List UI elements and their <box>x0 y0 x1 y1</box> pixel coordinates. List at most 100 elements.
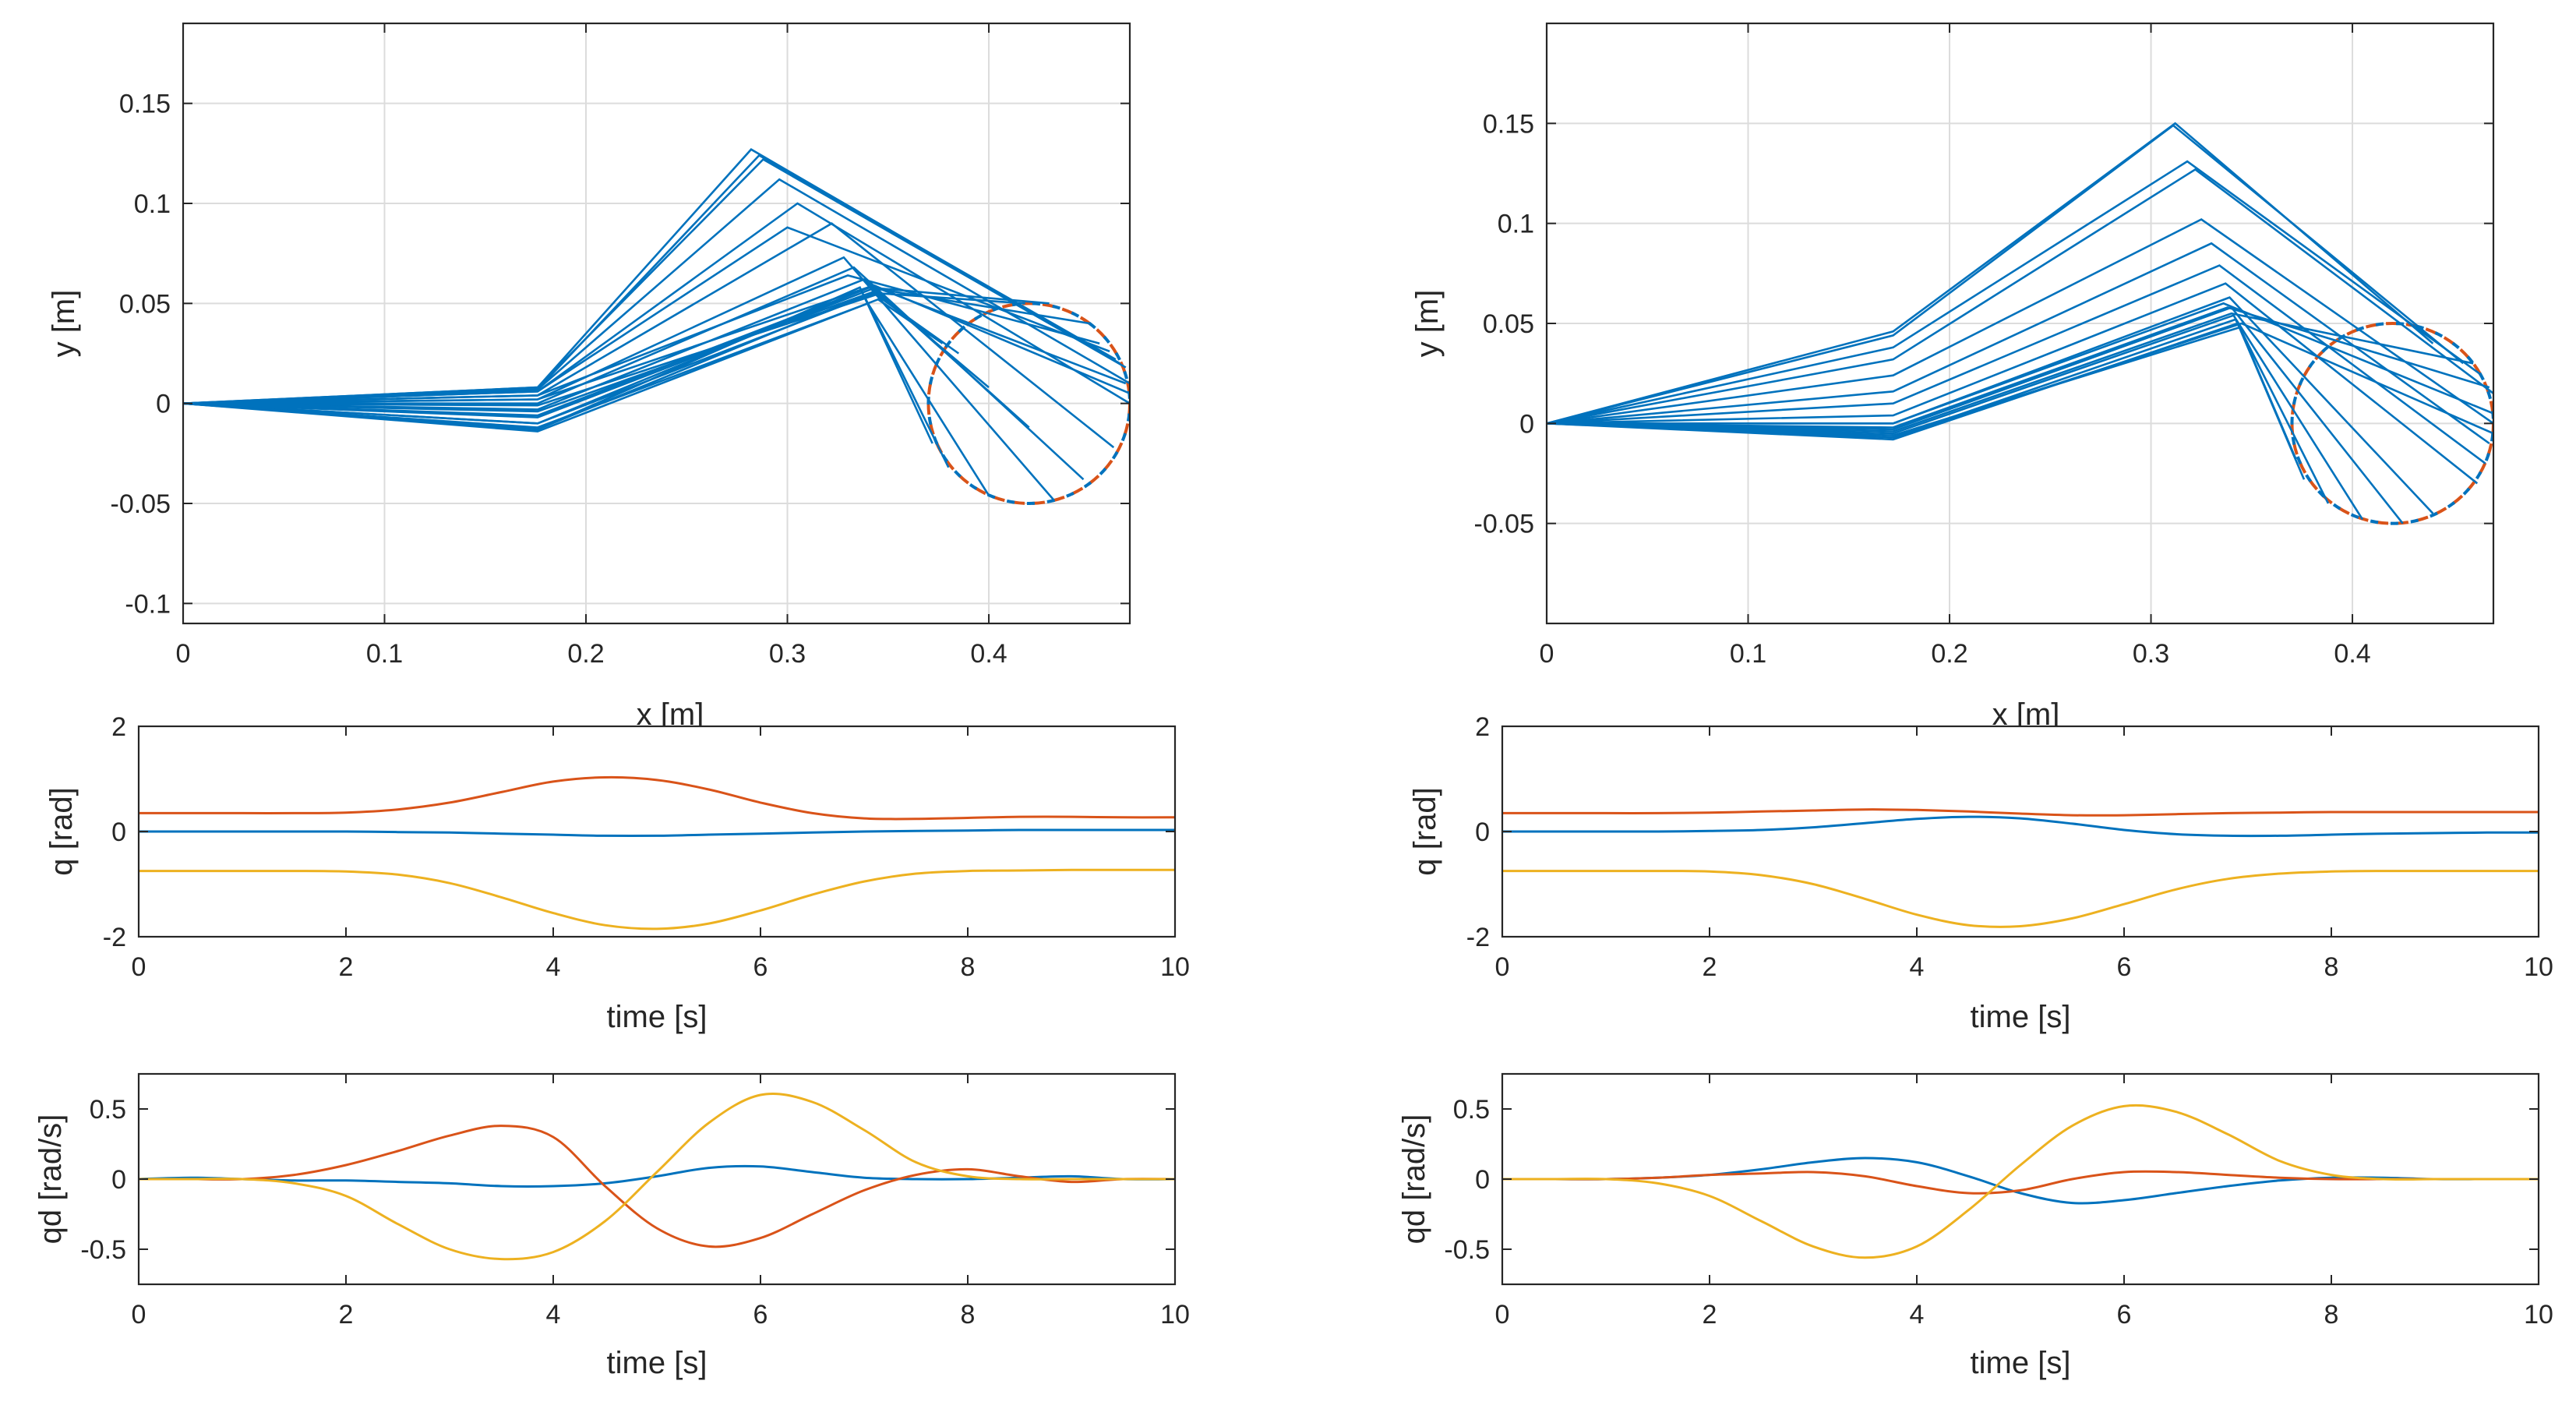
q-left-xtick-label-0: 0 <box>132 952 146 982</box>
arm-left-ytick-label-1: -0.05 <box>111 489 171 519</box>
qd-right-ylabel: qd [rad/s] <box>1397 1114 1431 1245</box>
q-left-xtick-label-3: 6 <box>753 952 768 982</box>
qd-left-series-qd2 <box>139 1125 1175 1248</box>
q-left-xtick-label-1: 2 <box>339 952 354 982</box>
arm-left-arm-config-17 <box>183 286 1127 418</box>
arm-right-circle-trajectory <box>2290 322 2493 525</box>
q-left-ytick-label-0: -2 <box>103 923 126 952</box>
arm-right-ytick-label-1: 0 <box>1519 409 1534 439</box>
arm-left-circle-trajectory <box>926 302 1130 505</box>
q-right-series-q1 <box>1502 815 2539 838</box>
arm-left-ytick-label-4: 0.1 <box>134 189 171 219</box>
qd-right-ytick-label-0: -0.5 <box>1444 1235 1490 1265</box>
q-right-ylabel: q [rad] <box>1408 787 1442 875</box>
q-right-xtick-label-2: 4 <box>1910 952 1925 982</box>
qd-left-xtick-label-3: 6 <box>753 1300 768 1330</box>
q-right-xtick-label-5: 10 <box>2524 952 2553 982</box>
arm-right-xtick-label-1: 0.1 <box>1730 639 1766 669</box>
arm-right-arm-config-6 <box>1547 264 2486 464</box>
qd-right-xtick-label-3: 6 <box>2117 1300 2132 1330</box>
qd-right-xlabel: time [s] <box>1971 1346 2071 1380</box>
q-left-xtick-label-5: 10 <box>1160 952 1190 982</box>
arm-left-arm-config-14 <box>183 286 1050 404</box>
arm-left-ytick-label-2: 0 <box>156 390 171 419</box>
q-left-series-q1 <box>139 828 1175 838</box>
qd-left-series-qd3 <box>139 1092 1175 1261</box>
qd-left-xtick-label-2: 4 <box>546 1300 561 1330</box>
qd-left-xlabel: time [s] <box>607 1346 708 1380</box>
q-left-xlabel: time [s] <box>607 1000 708 1034</box>
q-right-data <box>1502 808 2539 928</box>
qd-right-xtick-label-2: 4 <box>1910 1300 1925 1330</box>
arm-right-arm-config-16 <box>1547 302 2493 425</box>
q-left-ylabel: q [rad] <box>44 787 79 875</box>
qd-right-ytick-label-2: 0.5 <box>1453 1095 1490 1125</box>
arm-right-arm-config-5 <box>1547 242 2490 445</box>
arm-right-ylabel: y [m] <box>1410 290 1445 358</box>
arm-right-xtick-label-0: 0 <box>1540 639 1554 669</box>
arm-right-arm-config-1 <box>1547 124 2465 425</box>
q-right-xtick-label-3: 6 <box>2117 952 2132 982</box>
arm-right-arm-config-2 <box>1547 160 2480 425</box>
arm-left-xtick-label-4: 0.4 <box>970 639 1007 669</box>
arm-right-xtick-label-4: 0.4 <box>2334 639 2370 669</box>
qd-left-xtick-label-4: 8 <box>961 1300 976 1330</box>
arm-left-arm-config-13 <box>183 274 1100 404</box>
arm-left-arm-config-12 <box>183 226 1110 404</box>
q-left-ytick-label-2: 2 <box>111 712 126 742</box>
qd-right-xtick-label-4: 8 <box>2324 1300 2339 1330</box>
qd-left-ytick-label-2: 0.5 <box>90 1095 126 1125</box>
arm-right-arm-config-3 <box>1547 168 2493 425</box>
qd-right-xtick-label-0: 0 <box>1495 1300 1510 1330</box>
arm-right-ytick-label-3: 0.1 <box>1498 210 1534 239</box>
qd-left-ytick-label-1: 0 <box>111 1165 126 1195</box>
arm-right-ytick-label-2: 0.05 <box>1483 309 1534 339</box>
arm-right-xtick-label-3: 0.3 <box>2133 639 2169 669</box>
arm-right-arm-config-4 <box>1547 217 2493 425</box>
q-right-series-q3 <box>1502 870 2539 928</box>
arm-right-arm-config-15 <box>1547 306 2490 429</box>
qd-right-chart: 0 2 4 6 8 10 -0.5 0 0.5 time [s] qd [rad/s] <box>1397 1072 2553 1380</box>
arm-right-xtick-label-2: 0.2 <box>1931 639 1967 669</box>
arm-left-xtick-label-2: 0.2 <box>567 639 604 669</box>
arm-left-ytick-label-0: -0.1 <box>125 589 171 619</box>
arm-left-arm-config-21 <box>183 286 933 444</box>
qd-left-xtick-label-0: 0 <box>132 1300 146 1330</box>
q-right-series-q2 <box>1502 808 2539 817</box>
arm-right-arm-config-7 <box>1547 282 2479 485</box>
q-right-xtick-label-4: 8 <box>2324 952 2339 982</box>
qd-right-data <box>1502 1104 2539 1259</box>
q-right-ytick-label-0: -2 <box>1466 923 1490 952</box>
qd-left-ylabel: qd [rad/s] <box>34 1114 68 1245</box>
q-left-xtick-label-2: 4 <box>546 952 561 982</box>
q-left-data <box>139 775 1175 931</box>
arm-right-ytick-label-0: -0.05 <box>1474 510 1535 539</box>
q-right-ytick-label-1: 0 <box>1475 818 1490 847</box>
arm-left-xtick-label-3: 0.3 <box>769 639 806 669</box>
q-right-ytick-label-2: 2 <box>1475 712 1490 742</box>
qd-left-xtick-label-5: 10 <box>1160 1300 1190 1330</box>
arm-left-xtick-label-1: 0.1 <box>366 639 403 669</box>
q-right-xtick-label-1: 2 <box>1703 952 1717 982</box>
qd-left-ytick-label-0: -0.5 <box>80 1235 126 1265</box>
qd-left-xtick-label-1: 2 <box>339 1300 354 1330</box>
q-right-xlabel: time [s] <box>1971 1000 2071 1034</box>
q-left-xtick-label-4: 8 <box>961 952 976 982</box>
arm-right-arm-config-14 <box>1547 312 2474 433</box>
arm-left-arm-config-16 <box>183 288 1090 413</box>
arm-left-ytick-label-5: 0.15 <box>119 90 171 119</box>
q-left-ytick-label-1: 0 <box>111 818 126 847</box>
q-left-series-q3 <box>139 868 1175 931</box>
arm-left-axes-box <box>182 22 1131 625</box>
arm-left-ylabel: y [m] <box>47 290 81 358</box>
arm-left-plot-area <box>183 23 1130 623</box>
qd-right-series-qd3 <box>1502 1104 2539 1259</box>
arm-right-ytick-label-4: 0.15 <box>1483 109 1534 139</box>
qd-right-ytick-label-1: 0 <box>1475 1165 1490 1195</box>
qd-left-chart: 0 2 4 6 8 10 -0.5 0 0.5 time [s] qd [rad/s] <box>34 1072 1190 1380</box>
qd-right-xtick-label-5: 10 <box>2524 1300 2553 1330</box>
